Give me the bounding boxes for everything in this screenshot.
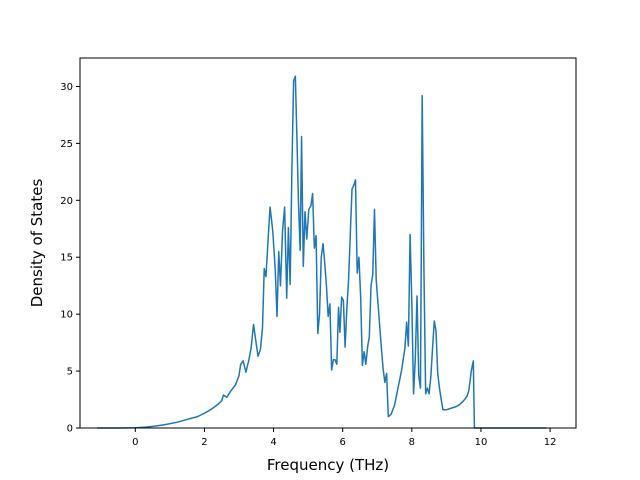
y-tick-label: 30 bbox=[60, 82, 73, 93]
y-tick-label: 20 bbox=[60, 196, 73, 207]
x-tick-label: 10 bbox=[475, 437, 488, 448]
y-axis-ticks: 0 5 10 15 20 25 30 bbox=[60, 82, 80, 435]
y-tick-label: 25 bbox=[60, 139, 73, 150]
y-axis-label: Density of States bbox=[28, 179, 46, 308]
x-tick-label: 0 bbox=[132, 437, 138, 448]
x-tick-label: 12 bbox=[544, 437, 557, 448]
x-axis-ticks: 0 2 4 6 8 10 12 bbox=[132, 428, 556, 448]
x-axis-label: Frequency (THz) bbox=[267, 456, 389, 474]
x-tick-label: 2 bbox=[201, 437, 207, 448]
y-tick-label: 10 bbox=[60, 310, 73, 321]
series-line-0 bbox=[97, 75, 547, 429]
y-tick-label: 15 bbox=[60, 253, 73, 264]
y-tick-label: 5 bbox=[67, 367, 73, 378]
x-tick-label: 6 bbox=[340, 437, 346, 448]
plot-frame bbox=[79, 57, 577, 429]
x-tick-label: 8 bbox=[409, 437, 415, 448]
y-tick-label: 0 bbox=[67, 424, 73, 435]
x-tick-label: 4 bbox=[270, 437, 276, 448]
data-layer bbox=[97, 75, 547, 429]
